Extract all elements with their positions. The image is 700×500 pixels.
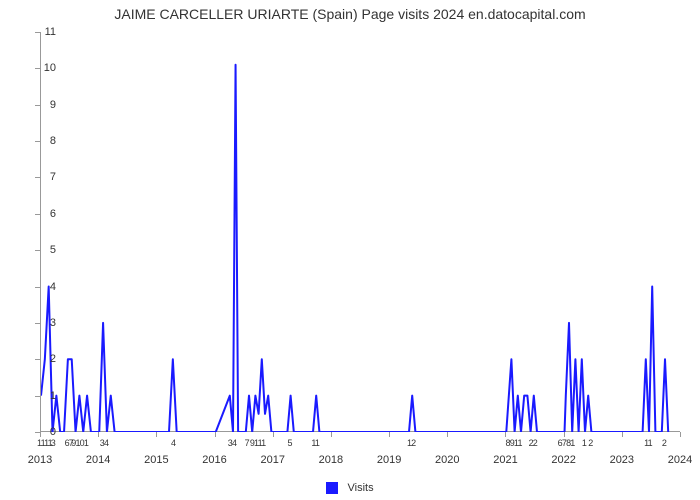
x-tick-label: 2015 xyxy=(144,454,168,466)
x-minor-label: 9101 xyxy=(71,438,88,448)
x-tick-label: 2024 xyxy=(668,454,692,466)
legend-swatch xyxy=(326,482,338,494)
x-tick-label: 2019 xyxy=(377,454,401,466)
x-tick-mark xyxy=(273,432,274,437)
x-minor-label: 4 xyxy=(171,438,175,448)
x-tick-label: 2023 xyxy=(610,454,634,466)
y-tick-mark xyxy=(35,214,40,215)
x-minor-label: 11 xyxy=(311,438,319,448)
x-tick-mark xyxy=(98,432,99,437)
line-series xyxy=(41,32,681,432)
x-minor-label: 11 xyxy=(644,438,652,448)
x-tick-mark xyxy=(215,432,216,437)
y-tick-mark xyxy=(35,105,40,106)
x-tick-mark xyxy=(505,432,506,437)
y-tick-mark xyxy=(35,68,40,69)
y-tick-mark xyxy=(35,32,40,33)
x-minor-label: 2 xyxy=(662,438,666,448)
x-tick-label: 2013 xyxy=(28,454,52,466)
x-minor-label: 5 xyxy=(287,438,291,448)
x-tick-mark xyxy=(447,432,448,437)
y-tick-mark xyxy=(35,396,40,397)
x-minor-label: 1111 xyxy=(37,438,52,448)
y-tick-mark xyxy=(35,177,40,178)
x-minor-label: 34 xyxy=(228,438,236,448)
chart-title: JAIME CARCELLER URIARTE (Spain) Page vis… xyxy=(0,6,700,22)
x-tick-label: 2017 xyxy=(260,454,284,466)
legend: Visits xyxy=(0,482,700,494)
y-tick-mark xyxy=(35,250,40,251)
y-tick-mark xyxy=(35,287,40,288)
x-tick-mark xyxy=(156,432,157,437)
visits-line xyxy=(41,65,668,432)
y-tick-mark xyxy=(35,323,40,324)
x-tick-mark xyxy=(622,432,623,437)
x-tick-mark xyxy=(389,432,390,437)
x-minor-label: 9111 xyxy=(250,438,266,448)
plot-area xyxy=(40,32,680,432)
x-minor-label: 34 xyxy=(100,438,108,448)
x-tick-mark xyxy=(564,432,565,437)
y-tick-mark xyxy=(35,359,40,360)
x-minor-label: 22 xyxy=(529,438,537,448)
x-minor-label: 2 xyxy=(588,438,592,448)
x-minor-label: 7 xyxy=(245,438,249,448)
x-minor-label: 3 xyxy=(51,438,55,448)
x-minor-label: 1 xyxy=(582,438,586,448)
x-tick-label: 2020 xyxy=(435,454,459,466)
x-tick-mark xyxy=(40,432,41,437)
x-tick-label: 2016 xyxy=(202,454,226,466)
x-tick-mark xyxy=(331,432,332,437)
x-tick-mark xyxy=(680,432,681,437)
x-tick-label: 2022 xyxy=(551,454,575,466)
y-tick-mark xyxy=(35,141,40,142)
x-minor-label: 6781 xyxy=(558,438,575,448)
x-tick-label: 2014 xyxy=(86,454,110,466)
x-minor-label: 8911 xyxy=(506,438,522,448)
x-tick-label: 2018 xyxy=(319,454,343,466)
legend-label: Visits xyxy=(347,482,373,494)
x-tick-label: 2021 xyxy=(493,454,517,466)
x-minor-label: 12 xyxy=(407,438,415,448)
